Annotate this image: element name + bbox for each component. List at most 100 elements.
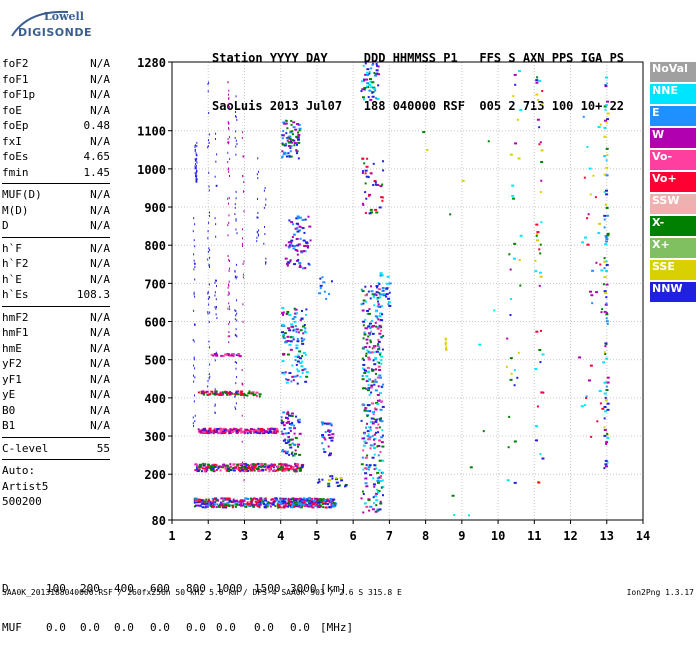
- echo-point: [297, 131, 300, 134]
- echo-point: [605, 263, 609, 266]
- echo-point: [296, 312, 299, 315]
- echo-point: [286, 378, 290, 381]
- echo-trace-point: [241, 461, 243, 464]
- echo-point: [297, 503, 301, 506]
- echo-point: [208, 502, 211, 505]
- echo-point: [283, 332, 287, 335]
- echo-point: [226, 429, 229, 432]
- echo-trace-point: [243, 396, 245, 399]
- echo-point: [344, 485, 347, 488]
- echo-point: [298, 357, 302, 360]
- echo-point: [377, 431, 380, 434]
- echo-point: [284, 499, 287, 502]
- echo-point: [367, 335, 370, 338]
- echo-point: [227, 429, 231, 432]
- echo-point: [263, 463, 267, 466]
- echo-point: [282, 121, 286, 124]
- echo-point: [367, 351, 371, 354]
- echo-point: [380, 420, 384, 423]
- echo-point: [361, 157, 365, 160]
- echo-point: [374, 380, 378, 383]
- y-tick-label: 200: [144, 468, 166, 482]
- echo-point: [265, 505, 269, 508]
- param-label: yF1: [2, 372, 22, 386]
- echo-point: [334, 502, 338, 505]
- echo-point: [360, 463, 364, 466]
- echo-point: [368, 333, 371, 336]
- echo-trace-point: [214, 393, 216, 396]
- echo-point: [249, 497, 252, 500]
- echo-trace-point: [257, 233, 259, 236]
- echo-point: [213, 463, 217, 466]
- echo-point: [241, 504, 244, 507]
- echo-trace-point: [194, 265, 196, 268]
- echo-point: [320, 500, 324, 503]
- echo-point: [513, 481, 517, 484]
- echo-trace-point: [214, 411, 216, 414]
- echo-point: [302, 351, 306, 354]
- echo-point: [376, 477, 380, 480]
- echo-point: [370, 391, 373, 394]
- echo-point: [604, 399, 608, 402]
- echo-point: [294, 359, 297, 362]
- echo-point: [250, 498, 254, 501]
- echo-point: [509, 357, 513, 360]
- echo-point: [604, 235, 607, 238]
- param-value: 108.3: [76, 288, 110, 301]
- echo-point: [291, 451, 294, 454]
- echo-point: [281, 143, 285, 146]
- echo-trace-point: [227, 234, 229, 237]
- echo-point: [379, 475, 382, 478]
- echo-point: [266, 502, 269, 505]
- y-tick-label: 1280: [137, 56, 166, 70]
- echo-point: [239, 467, 242, 470]
- echo-trace-point: [235, 190, 237, 193]
- echo-point: [228, 500, 232, 503]
- echo-point: [259, 498, 263, 501]
- echo-trace-point: [196, 170, 198, 173]
- echo-point: [261, 468, 265, 471]
- echo-point: [377, 318, 380, 321]
- echo-point: [385, 287, 389, 290]
- echo-point: [281, 150, 284, 153]
- echo-point: [202, 467, 206, 470]
- echo-trace-point: [216, 317, 218, 320]
- echo-point: [364, 169, 368, 172]
- echo-trace-point: [207, 83, 209, 86]
- echo-point: [295, 347, 298, 350]
- echo-point: [290, 423, 294, 426]
- echo-trace-point: [207, 237, 209, 240]
- echo-point: [237, 429, 241, 432]
- echo-point: [301, 309, 304, 312]
- param-label: fmin: [2, 165, 29, 179]
- echo-point: [376, 399, 380, 402]
- echo-point: [234, 505, 237, 508]
- legend-item-vo: Vo+: [650, 172, 696, 192]
- echo-trace-point: [444, 344, 446, 347]
- echo-point: [231, 504, 235, 507]
- echo-point: [449, 213, 452, 216]
- echo-point: [251, 391, 255, 394]
- echo-trace-point: [258, 229, 260, 232]
- echo-point: [603, 276, 607, 279]
- echo-point: [196, 470, 200, 473]
- echo-trace-point: [241, 466, 243, 469]
- echo-point: [371, 81, 375, 84]
- echo-point: [373, 383, 376, 386]
- echo-point: [296, 337, 299, 340]
- echo-trace-point: [214, 359, 216, 362]
- echo-point: [370, 285, 373, 288]
- row-value: 100: [46, 582, 66, 595]
- echo-point: [316, 506, 319, 509]
- echo-point: [259, 429, 263, 432]
- echo-point: [210, 431, 213, 434]
- echo-point: [369, 420, 372, 423]
- echo-point: [196, 467, 200, 470]
- echo-point: [258, 393, 262, 396]
- echo-point: [274, 505, 277, 508]
- echo-point: [581, 241, 585, 244]
- echo-point: [589, 193, 592, 196]
- param-value: N/A: [90, 203, 110, 217]
- echo-point: [302, 332, 305, 335]
- echo-point: [377, 490, 381, 493]
